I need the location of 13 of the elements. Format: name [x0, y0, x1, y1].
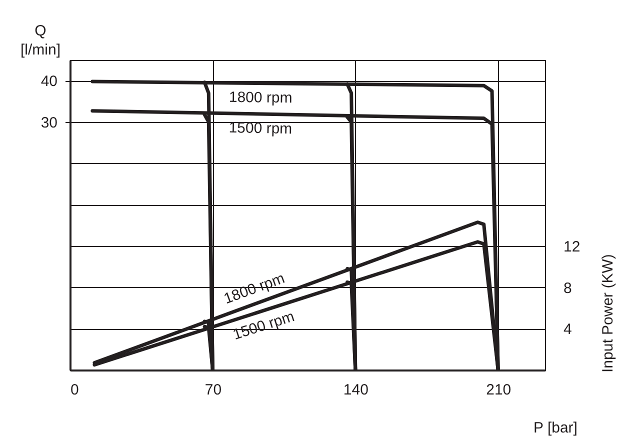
x-tick-label: 70 — [204, 382, 222, 398]
y2-axis-title: Input Power (KW) — [600, 254, 616, 372]
y-tick-label: 40 — [40, 73, 58, 90]
y-tick-label: 30 — [40, 114, 58, 132]
series-label: 1800 rpm — [228, 88, 292, 107]
y2-tick-label: 12 — [564, 238, 580, 256]
x-axis-title: P [bar] — [534, 420, 578, 436]
x-tick-label: 140 — [343, 382, 368, 398]
y2-tick-label: 4 — [564, 321, 572, 338]
y-axis-title: Q [l/min] — [20, 22, 61, 58]
x-tick-label: 210 — [486, 382, 512, 398]
y2-tick-label: 8 — [564, 280, 572, 297]
x-tick-label: 0 — [70, 382, 79, 398]
